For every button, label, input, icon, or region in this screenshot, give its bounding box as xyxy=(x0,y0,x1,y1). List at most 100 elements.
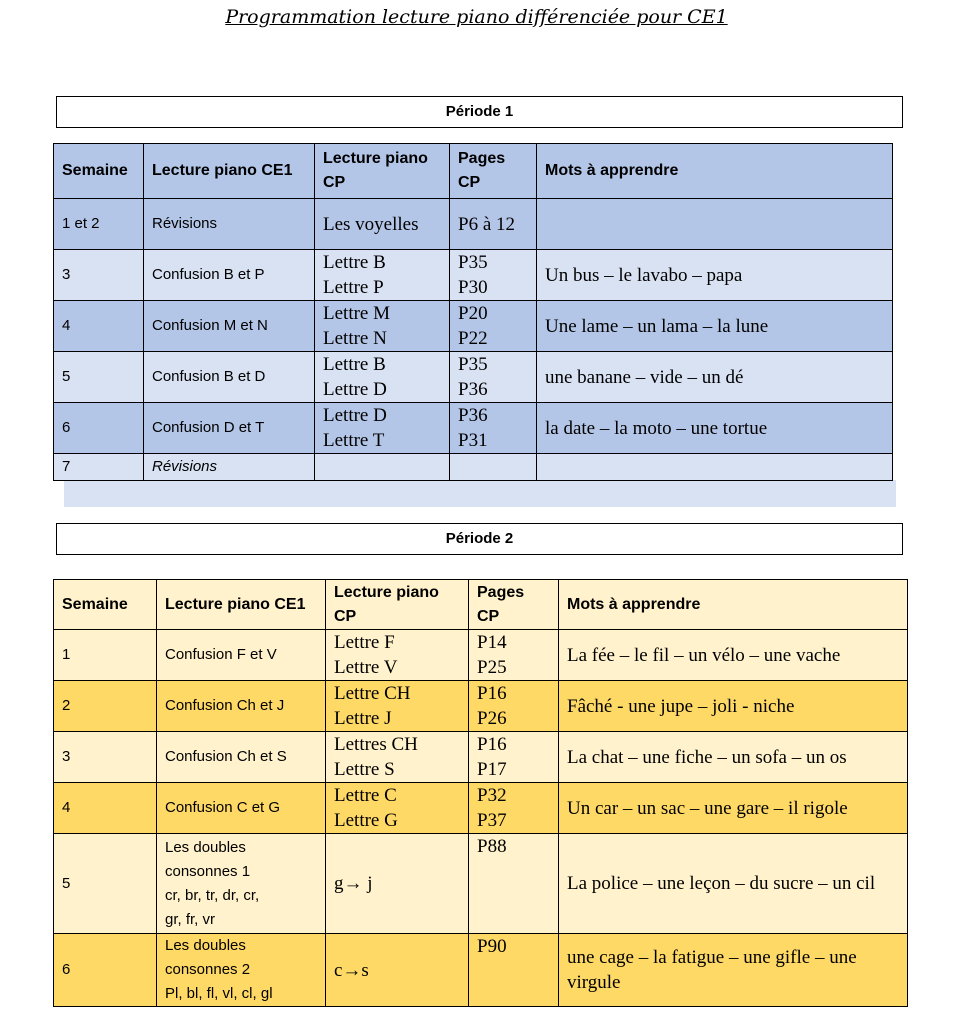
cell-line: P16 xyxy=(477,734,507,755)
header-cell: Lecture piano CP xyxy=(325,579,469,630)
cell: P14 P25 xyxy=(468,629,559,681)
cell-line: Lettre F xyxy=(334,632,395,653)
row: 4 Confusion C et G Lettre C Lettre G P32 P37 U… xyxy=(53,782,908,834)
cell: P16 P26 xyxy=(468,680,559,732)
cell: Un bus – le lavabo – papa xyxy=(536,249,893,301)
cell-line: consonnes 1 xyxy=(165,862,251,880)
cell-line: P25 xyxy=(477,657,507,678)
cell: P35 P30 xyxy=(449,249,537,301)
cell: c→s xyxy=(325,933,469,1007)
cell-line: P20 xyxy=(458,303,488,324)
row: 1 Confusion F et V Lettre F Lettre V P14 P25 L… xyxy=(53,629,908,681)
cell: 4 xyxy=(53,782,157,834)
cell-line: Lettre N xyxy=(323,328,387,349)
header-cell: Mots à apprendre xyxy=(558,579,908,630)
header-cell: Lecture piano CE1 xyxy=(156,579,326,630)
cell-line: P14 xyxy=(477,632,507,653)
header-cell: Semaine xyxy=(53,143,144,199)
header-cell: Pages CP xyxy=(468,579,559,630)
cell-line: Lettre V xyxy=(334,657,398,678)
cell: P32 P37 xyxy=(468,782,559,834)
title: Programmation lecture piano différenciée… xyxy=(225,6,728,28)
table: Semaine Lecture piano CE1 Lecture piano CP… xyxy=(53,143,893,481)
cell-line: Lettre P xyxy=(323,277,384,298)
cell: une cage – la fatigue – une gifle – une … xyxy=(558,933,908,1007)
cell-line: Lettre S xyxy=(334,759,395,780)
cell: P90 xyxy=(468,933,559,1007)
cell-line: P26 xyxy=(477,708,507,729)
cell-line: Lettre J xyxy=(334,708,392,729)
cell xyxy=(449,453,537,481)
cell: Révisions xyxy=(143,453,315,481)
cell: La chat – une fiche – un sofa – un os xyxy=(558,731,908,783)
cell-line: Lettre G xyxy=(334,810,398,831)
cell-line: Lettre CH xyxy=(334,683,411,704)
header-cell: Semaine xyxy=(53,579,157,630)
cell: Confusion Ch et S xyxy=(156,731,326,783)
period-title: Période 2 xyxy=(56,523,903,555)
cell: P6 à 12 xyxy=(449,198,537,250)
cell-line: P36 xyxy=(458,405,488,426)
cell: P88 xyxy=(468,833,559,934)
cell: Lettres CH Lettre S xyxy=(325,731,469,783)
row: 5 Confusion B et D Lettre B Lettre D P35 P36 u… xyxy=(53,351,893,403)
table: Semaine Lecture piano CE1 Lecture piano CP… xyxy=(53,579,908,1007)
cell-line: Lettre D xyxy=(323,405,387,426)
cell: 5 xyxy=(53,351,144,403)
header-row: Semaine Lecture piano CE1 Lecture piano CP… xyxy=(53,579,908,630)
row: 6 Les doubles consonnes 2 Pl, bl, fl, vl, c… xyxy=(53,933,908,1007)
cell: P16 P17 xyxy=(468,731,559,783)
header-row: Semaine Lecture piano CE1 Lecture piano CP… xyxy=(53,143,893,199)
row: 2 Confusion Ch et J Lettre CH Lettre J P16 P2… xyxy=(53,680,908,732)
cell: la date – la moto – une tortue xyxy=(536,402,893,454)
cell-line: Lettre M xyxy=(323,303,391,324)
row: 7 Révisions xyxy=(53,453,893,481)
cell: Lettre F Lettre V xyxy=(325,629,469,681)
header-cell: Lecture piano CE1 xyxy=(143,143,315,199)
cell: La police – une leçon – du sucre – un ci… xyxy=(558,833,908,934)
cell: Un car – un sac – une gare – il rigole xyxy=(558,782,908,834)
cell: P35 P36 xyxy=(449,351,537,403)
row: 6 Confusion D et T Lettre D Lettre T P36 P31 l… xyxy=(53,402,893,454)
cell-line: Lettre C xyxy=(334,785,397,806)
cell: Lettre M Lettre N xyxy=(314,300,450,352)
cell: une banane – vide – un dé xyxy=(536,351,893,403)
cell-line: P36 xyxy=(458,379,488,400)
cell-line: P30 xyxy=(458,277,488,298)
cell: Lettre C Lettre G xyxy=(325,782,469,834)
cell: 5 xyxy=(53,833,157,934)
cell-line: Les doubles xyxy=(165,838,246,856)
cell xyxy=(536,453,893,481)
cell: Lettre D Lettre T xyxy=(314,402,450,454)
cell: 3 xyxy=(53,249,144,301)
cell: 6 xyxy=(53,402,144,454)
cell: 7 xyxy=(53,453,144,481)
cell-line: cr, br, tr, dr, cr, xyxy=(165,886,260,904)
cell: Confusion B et D xyxy=(143,351,315,403)
cell: Les doubles consonnes 1 cr, br, tr, dr, cr… xyxy=(156,833,326,934)
cell-line: Lettre B xyxy=(323,252,386,273)
header-cell: Pages CP xyxy=(449,143,537,199)
cell: P36 P31 xyxy=(449,402,537,454)
cell: 1 xyxy=(53,629,157,681)
cell-line: Lettre D xyxy=(323,379,387,400)
cell: 1 et 2 xyxy=(53,198,144,250)
row: 3 Confusion B et P Lettre B Lettre P P35 P30 U… xyxy=(53,249,893,301)
cell: Lettre B Lettre D xyxy=(314,351,450,403)
cell-line: Lettres CH xyxy=(334,734,418,755)
cell-line: P31 xyxy=(458,430,488,451)
header-cell: Lecture piano CP xyxy=(314,143,450,199)
cell-line: P16 xyxy=(477,683,507,704)
cell-line: P35 xyxy=(458,354,488,375)
header-cell: Mots à apprendre xyxy=(536,143,893,199)
cell: Fâché - une jupe – joli - niche xyxy=(558,680,908,732)
cell: Lettre CH Lettre J xyxy=(325,680,469,732)
row: 4 Confusion M et N Lettre M Lettre N P20 P22 U… xyxy=(53,300,893,352)
cell: Les voyelles xyxy=(314,198,450,250)
cell: Confusion F et V xyxy=(156,629,326,681)
cell: Les doubles consonnes 2 Pl, bl, fl, vl, cl… xyxy=(156,933,326,1007)
cell-line: Les doubles xyxy=(165,937,246,954)
row: 3 Confusion Ch et S Lettres CH Lettre S P16 P… xyxy=(53,731,908,783)
cell: 3 xyxy=(53,731,157,783)
